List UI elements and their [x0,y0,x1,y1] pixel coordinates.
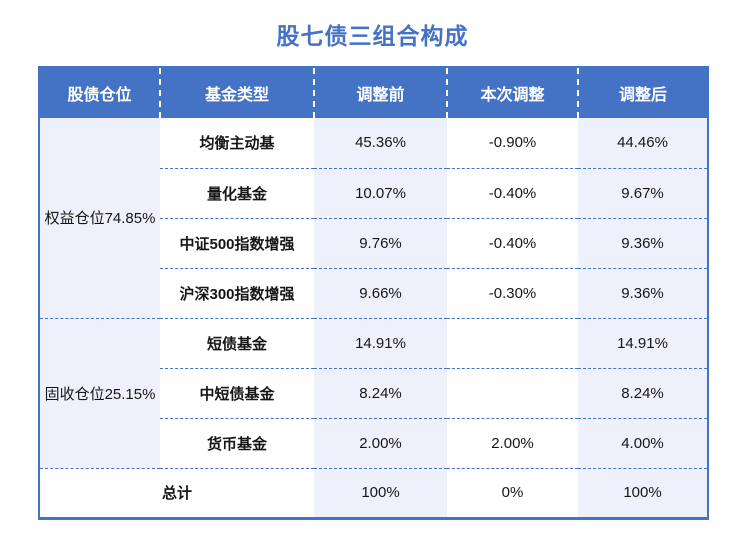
position-cell-equity: 权益仓位74.85% [39,118,160,318]
before-cell: 9.66% [314,267,447,318]
after-cell: 9.67% [578,167,708,218]
table-row: 权益仓位74.85% 均衡主动基 45.36% -0.90% 44.46% [39,118,708,318]
fund-cell: 量化基金 [160,167,314,218]
before-cell: 9.76% [314,217,447,268]
after-cell: 9.36% [578,267,708,318]
change-cell: -0.40% [447,167,578,218]
after-cell: 14.91% [578,317,708,368]
fund-cell: 中短债基金 [160,367,314,418]
change-cell: -0.30% [447,267,578,318]
portfolio-table: 股债仓位 基金类型 调整前 本次调整 调整后 权益仓位74.85% 均衡主动基 … [38,66,709,520]
header-row: 股债仓位 基金类型 调整前 本次调整 调整后 [39,67,708,118]
fund-cell: 沪深300指数增强 [160,267,314,318]
table-row: 沪深300指数增强 9.66% -0.30% 9.36% [39,267,708,318]
change-cell: 2.00% [447,417,578,468]
before-cell: 10.07% [314,167,447,218]
table-row: 固收仓位25.15% 短债基金 14.91% 14.91% [39,317,708,468]
total-change-cell: 0% [447,467,578,518]
total-label-cell: 总计 [39,467,314,518]
col-header-before: 调整前 [313,67,447,118]
table-row: 中短债基金 8.24% 8.24% [39,367,708,418]
fund-cell: 中证500指数增强 [160,217,314,268]
col-header-after: 调整后 [577,67,708,118]
after-cell: 8.24% [578,367,708,418]
before-cell: 45.36% [314,118,447,168]
table-row: 中证500指数增强 9.76% -0.40% 9.36% [39,217,708,268]
after-cell: 4.00% [578,417,708,468]
before-cell: 14.91% [314,317,447,368]
col-header-fund-type: 基金类型 [159,67,314,118]
change-cell [447,317,578,368]
total-row: 总计 100% 0% 100% [39,467,708,518]
before-cell: 8.24% [314,367,447,418]
change-cell: -0.90% [447,118,578,168]
before-cell: 2.00% [314,417,447,468]
after-cell: 9.36% [578,217,708,268]
after-cell: 44.46% [578,118,708,168]
change-cell: -0.40% [447,217,578,268]
page-title: 股七债三组合构成 [276,23,469,49]
fund-cell: 货币基金 [160,417,314,468]
fund-cell: 短债基金 [160,317,314,368]
col-header-position: 股债仓位 [39,67,160,118]
total-after-cell: 100% [578,467,708,518]
table-row: 货币基金 2.00% 2.00% 4.00% [39,417,708,468]
position-cell-fixed-income: 固收仓位25.15% [39,317,160,468]
col-header-change: 本次调整 [446,67,578,118]
table-row: 量化基金 10.07% -0.40% 9.67% [39,167,708,218]
change-cell [447,367,578,418]
fund-cell: 均衡主动基 [160,118,314,168]
total-before-cell: 100% [314,467,447,518]
